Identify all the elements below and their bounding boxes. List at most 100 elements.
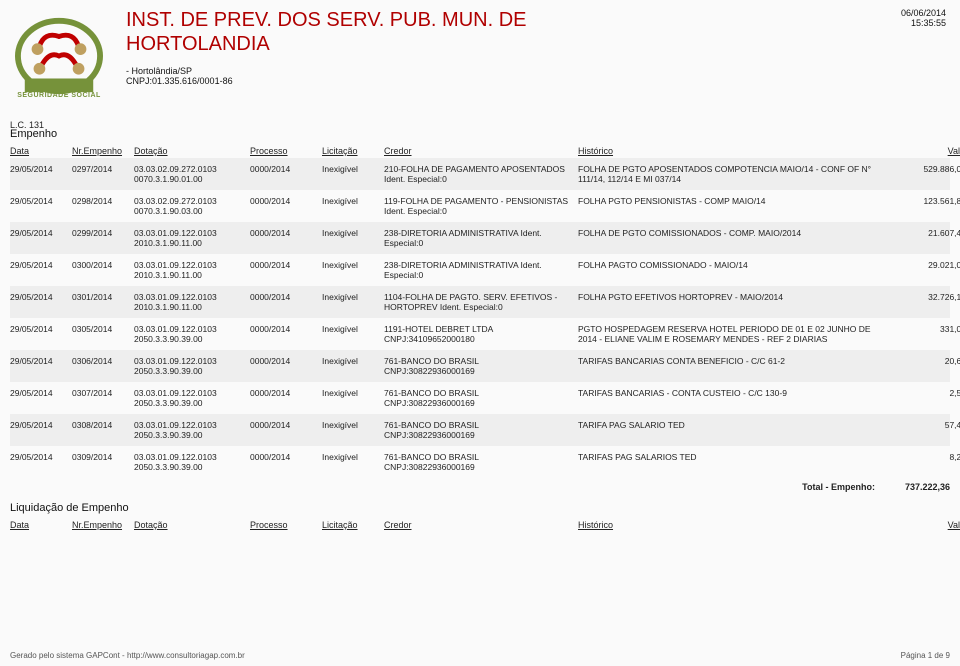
cell-licitacao: Inexigível [322,388,380,398]
print-date: 06/06/2014 [901,8,946,18]
cell-data: 29/05/2014 [10,164,68,174]
cell-dotacao: 03.03.02.09.272.0103 0070.3.1.90.03.00 [134,196,246,216]
org-line1: INST. DE PREV. DOS SERV. PUB. MUN. DE [126,9,527,31]
cell-dotacao: 03.03.01.09.122.0103 2010.3.1.90.11.00 [134,292,246,312]
cell-nr: 0306/2014 [72,356,130,366]
footer-right: Página 1 de 9 [901,651,950,660]
cell-credor: 761-BANCO DO BRASIL CNPJ:30822936000169 [384,388,574,408]
cell-data: 29/05/2014 [10,260,68,270]
cell-credor: 1104-FOLHA DE PAGTO. SERV. EFETIVOS - HO… [384,292,574,312]
cell-licitacao: Inexigível [322,228,380,238]
col-data: Data [10,146,68,156]
cell-processo: 0000/2014 [250,452,318,462]
cell-valor: 57,40 [882,420,960,430]
col-nr: Nr.Empenho [72,520,130,530]
cell-data: 29/05/2014 [10,228,68,238]
table-row: 29/05/2014 0299/2014 03.03.01.09.122.0103 … [10,222,950,254]
cell-dotacao: 03.03.01.09.122.0103 2010.3.1.90.11.00 [134,260,246,280]
lc-code: L.C. 131 [10,120,44,130]
cell-licitacao: Inexigível [322,324,380,334]
col-data: Data [10,520,68,530]
total-value: 737.222,36 [905,482,950,492]
cell-data: 29/05/2014 [10,452,68,462]
cell-historico: TARIFAS BANCARIAS CONTA BENEFICIO - C/C … [578,356,878,366]
cell-processo: 0000/2014 [250,260,318,270]
cell-nr: 0309/2014 [72,452,130,462]
cell-dotacao: 03.03.01.09.122.0103 2010.3.1.90.11.00 [134,228,246,248]
cell-licitacao: Inexigível [322,164,380,174]
cell-licitacao: Inexigível [322,452,380,462]
col-processo: Processo [250,520,318,530]
cell-processo: 0000/2014 [250,228,318,238]
cell-historico: FOLHA PGTO PENSIONISTAS - COMP MAIO/14 [578,196,878,206]
cell-valor: 20,64 [882,356,960,366]
cell-data: 29/05/2014 [10,420,68,430]
table-row: 29/05/2014 0306/2014 03.03.01.09.122.0103 … [10,350,950,382]
report-header: SEGURIDADE SOCIAL INST. DE PREV. DOS SER… [0,0,960,118]
cell-valor: 29.021,03 [882,260,960,270]
table-row: 29/05/20140297/201403.03.02.09.272.0103 … [10,158,950,190]
cell-valor: 331,00 [882,324,960,334]
cell-historico: PGTO HOSPEDAGEM RESERVA HOTEL PERIODO DE… [578,324,878,344]
table-row: 29/05/20140307/201403.03.01.09.122.0103 … [10,382,950,414]
cell-nr: 0307/2014 [72,388,130,398]
cell-processo: 0000/2014 [250,196,318,206]
cell-dotacao: 03.03.01.09.122.0103 2050.3.3.90.39.00 [134,420,246,440]
total-row: Total - Empenho: 737.222,36 [10,482,950,492]
cell-processo: 0000/2014 [250,420,318,430]
cell-processo: 0000/2014 [250,164,318,174]
org-subheader: - Hortolândia/SP CNPJ:01.335.616/0001-86 [126,66,233,86]
table-row: 29/05/2014 0300/2014 03.03.01.09.122.0103 … [10,254,950,286]
cell-historico: FOLHA DE PGTO APOSENTADOS COMPOTENCIA MA… [578,164,878,184]
cell-valor: 21.607,42 [882,228,960,238]
cell-licitacao: Inexigível [322,292,380,302]
col-dotacao: Dotação [134,146,246,156]
cell-licitacao: Inexigível [322,420,380,430]
cell-credor: 761-BANCO DO BRASIL CNPJ:30822936000169 [384,356,574,376]
table-row: 29/05/20140301/201403.03.01.09.122.0103 … [10,286,950,318]
cell-historico: FOLHA PAGTO COMISSIONADO - MAIO/14 [578,260,878,270]
cell-data: 29/05/2014 [10,356,68,366]
table-row: 29/05/2014 0309/2014 03.03.01.09.122.0103 … [10,446,950,478]
cell-dotacao: 03.03.01.09.122.0103 2050.3.3.90.39.00 [134,356,246,376]
cell-dotacao: 03.03.02.09.272.0103 0070.3.1.90.01.00 [134,164,246,184]
logo [10,12,108,100]
cell-data: 29/05/2014 [10,196,68,206]
table-row: 29/05/20140298/201403.03.02.09.272.0103 … [10,190,950,222]
col-valor: Valor [882,520,960,530]
section-empenho-title: Empenho [10,128,960,140]
cell-historico: FOLHA DE PGTO COMISSIONADOS - COMP. MAIO… [578,228,878,238]
cell-credor: 210-FOLHA DE PAGAMENTO APOSENTADOS Ident… [384,164,574,184]
col-processo: Processo [250,146,318,156]
cell-licitacao: Inexigível [322,196,380,206]
col-nr: Nr.Empenho [72,146,130,156]
org-city: - Hortolândia/SP [126,66,192,76]
cell-data: 29/05/2014 [10,324,68,334]
total-label: Total - Empenho: [802,482,875,492]
cell-nr: 0300/2014 [72,260,130,270]
col-credor: Credor [384,146,574,156]
table-header: Data Nr.Empenho Dotação Processo Licitaç… [10,518,950,532]
section-liquidacao-title: Liquidação de Empenho [10,502,960,514]
table-row: 29/05/2014 0305/2014 03.03.01.09.122.0103 … [10,318,950,350]
cell-processo: 0000/2014 [250,356,318,366]
col-dotacao: Dotação [134,520,246,530]
col-licitacao: Licitação [322,520,380,530]
org-line2: HORTOLANDIA [126,33,270,55]
cell-nr: 0305/2014 [72,324,130,334]
cell-nr: 0308/2014 [72,420,130,430]
cell-dotacao: 03.03.01.09.122.0103 2050.3.3.90.39.00 [134,324,246,344]
logo-caption: SEGURIDADE SOCIAL [0,92,118,99]
cell-processo: 0000/2014 [250,292,318,302]
cell-dotacao: 03.03.01.09.122.0103 2050.3.3.90.39.00 [134,452,246,472]
cell-credor: 119-FOLHA DE PAGAMENTO - PENSIONISTAS Id… [384,196,574,216]
cell-historico: FOLHA PGTO EFETIVOS HORTOPREV - MAIO/201… [578,292,878,302]
cell-valor: 32.726,17 [882,292,960,302]
cell-processo: 0000/2014 [250,388,318,398]
cell-data: 29/05/2014 [10,292,68,302]
cell-valor: 529.886,05 [882,164,960,174]
cell-valor: 123.561,87 [882,196,960,206]
cell-nr: 0299/2014 [72,228,130,238]
col-licitacao: Licitação [322,146,380,156]
cell-historico: TARIFA PAG SALARIO TED [578,420,878,430]
